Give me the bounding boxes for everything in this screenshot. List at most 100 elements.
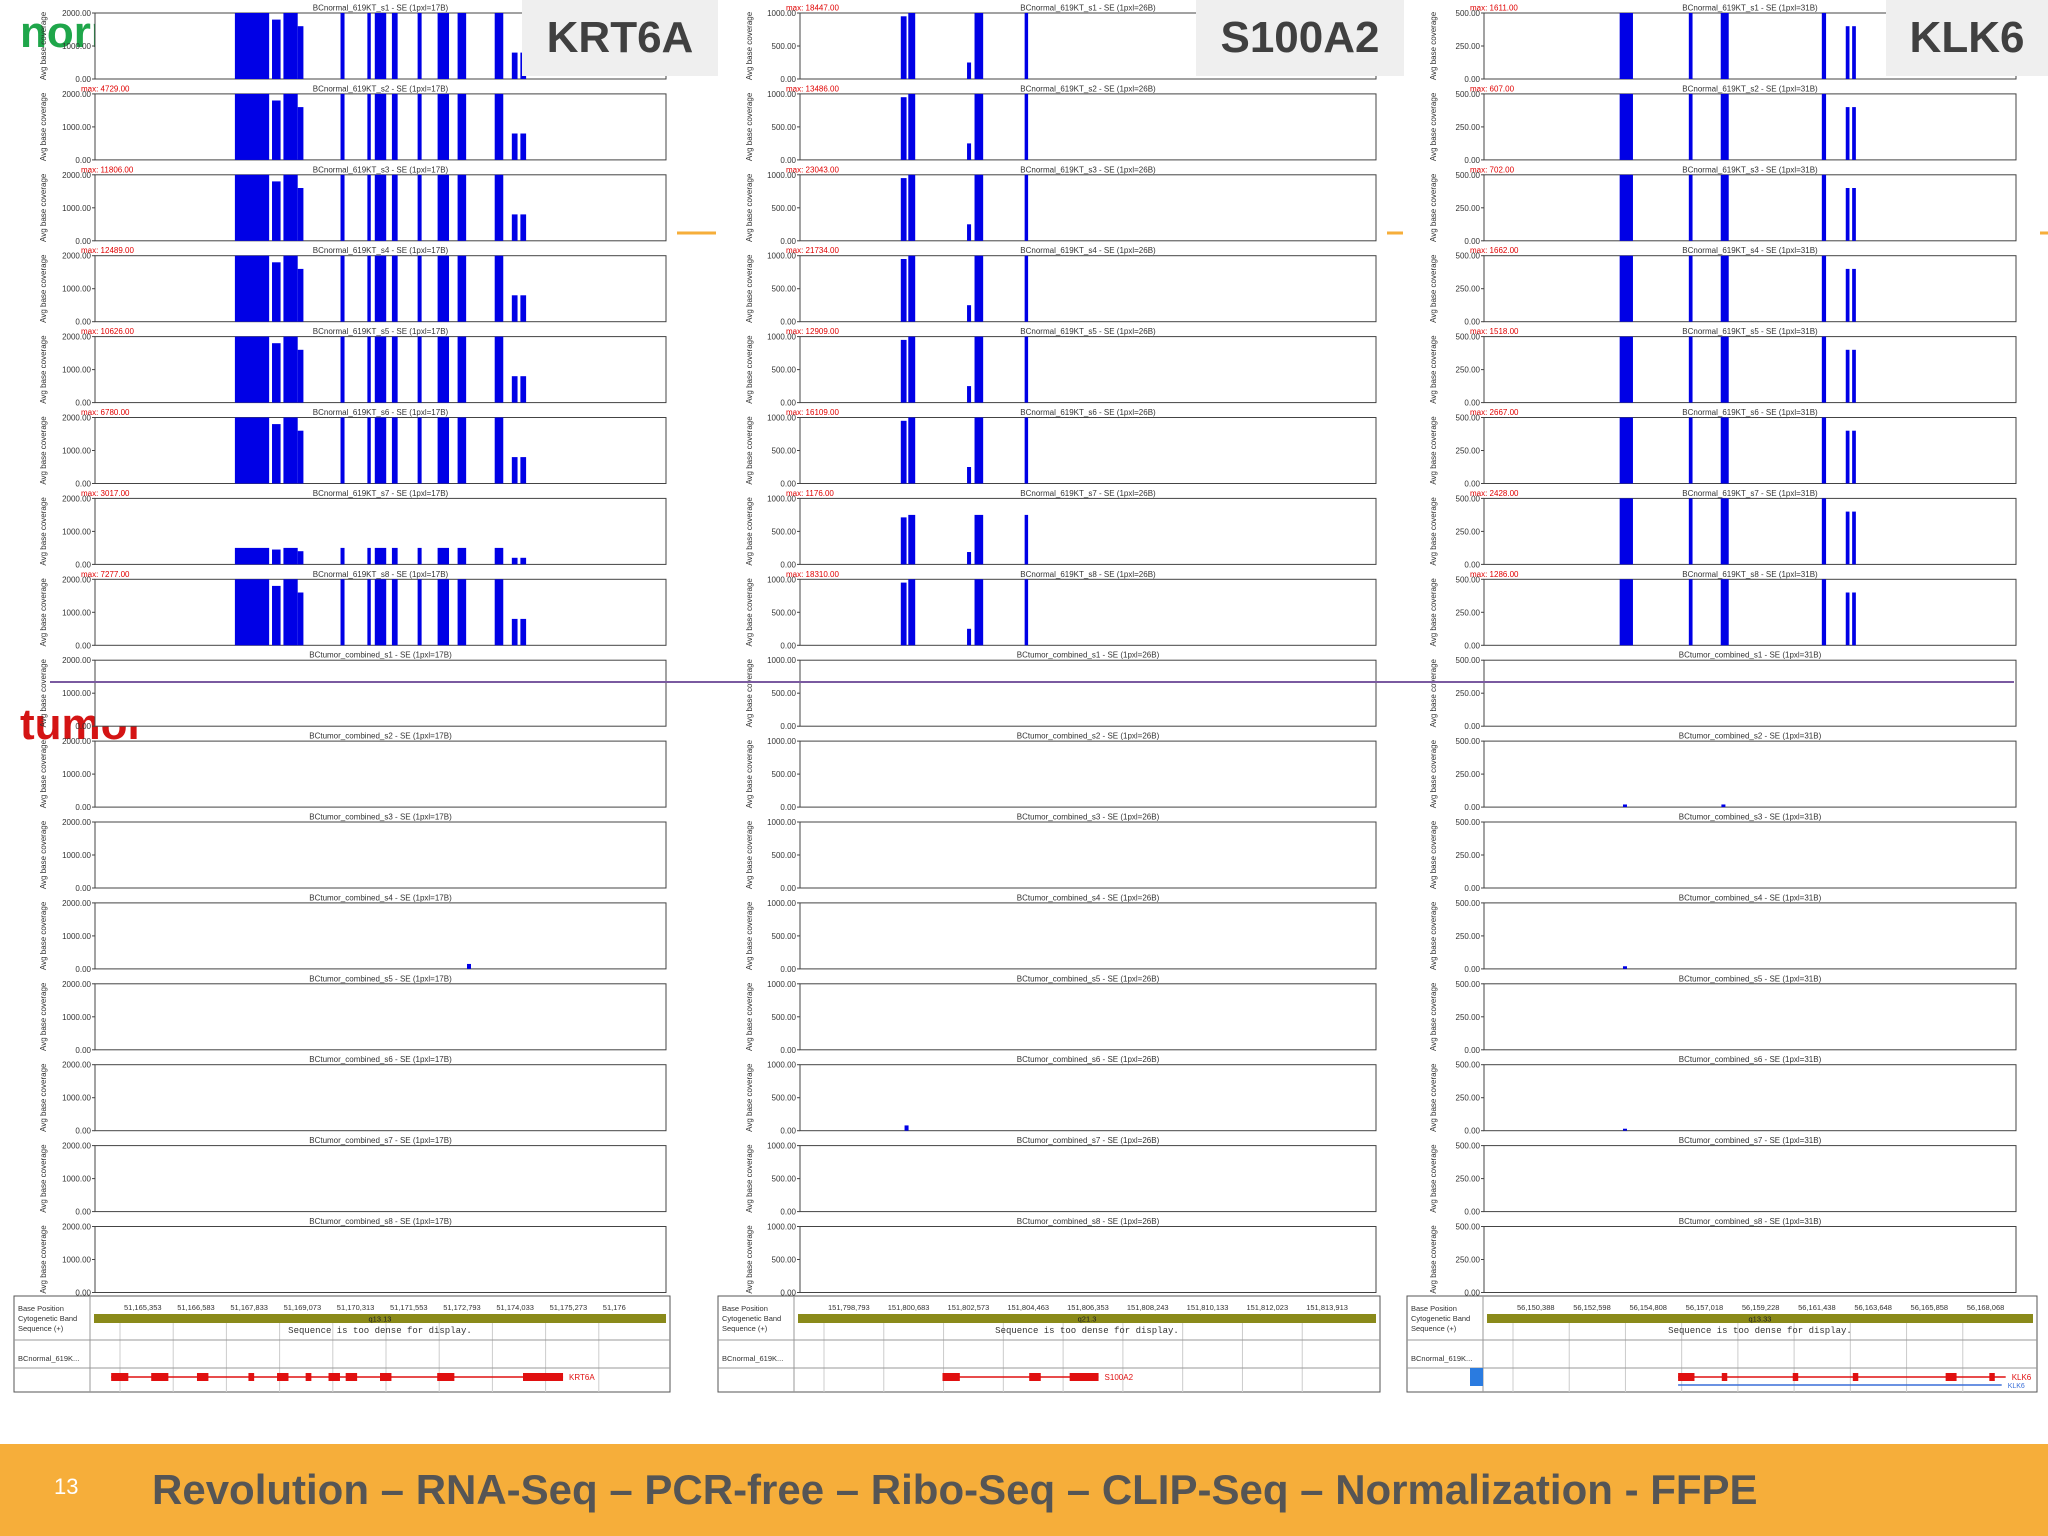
coverage-peak: [511, 133, 518, 160]
y-tick-label: 0.00: [780, 803, 796, 812]
y-tick-label: 0.00: [780, 318, 796, 327]
y-tick-label: 500.00: [772, 689, 797, 698]
track-title: BCnormal_619KT_s6 - SE (1pxl=17B): [313, 408, 449, 417]
track-frame: [1483, 497, 2017, 565]
y-tick-label: 250.00: [1456, 1256, 1481, 1265]
track-title: BCtumor_combined_s1 - SE (1pxl=26B): [1017, 651, 1160, 660]
y-tick-label: 250.00: [1456, 608, 1481, 617]
track-title: BCtumor_combined_s8 - SE (1pxl=17B): [309, 1217, 452, 1226]
track-title: BCnormal_619KT_s7 - SE (1pxl=26B): [1020, 489, 1156, 498]
sequence-message: Sequence is too dense for display.: [288, 1326, 472, 1336]
base-position-label: 51,175,273: [550, 1303, 588, 1312]
blue-track-marker: [1470, 1368, 1483, 1386]
y-axis-label: Avg base coverage: [39, 982, 48, 1051]
y-axis-label: Avg base coverage: [39, 173, 48, 242]
coverage-peak: [511, 457, 518, 484]
coverage-peak: [340, 417, 345, 484]
y-tick-label: 0.00: [1464, 1208, 1480, 1217]
track-title: BCnormal_619KT_s4 - SE (1pxl=26B): [1020, 246, 1156, 255]
coverage-peak: [1024, 514, 1029, 565]
track-title: BCnormal_619KT_s1 - SE (1pxl=26B): [1020, 4, 1156, 13]
coverage-peak: [297, 26, 304, 79]
track-title: BCtumor_combined_s6 - SE (1pxl=31B): [1679, 1055, 1822, 1064]
coverage-peak: [1720, 174, 1729, 241]
y-tick-label: 0.00: [75, 75, 91, 84]
y-tick-label: 2000.00: [62, 818, 91, 827]
coverage-peak: [1688, 417, 1693, 484]
y-tick-label: 500.00: [772, 527, 797, 536]
band-row-label: Base Position: [18, 1304, 64, 1313]
coverage-peak: [900, 178, 907, 241]
track-frame: [1483, 983, 2017, 1051]
coverage-peak: [297, 268, 304, 322]
coverage-peak: [340, 93, 345, 160]
coverage-peak: [974, 579, 984, 646]
track-title: BCnormal_619KT_s5 - SE (1pxl=26B): [1020, 327, 1156, 336]
gene-exon: [305, 1373, 312, 1381]
sequence-message: Sequence is too dense for display.: [1668, 1326, 1852, 1336]
track-max-label: max: 4729.00: [81, 84, 130, 93]
coverage-peak: [1845, 26, 1850, 79]
y-axis-label: Avg base coverage: [1429, 820, 1438, 889]
coverage-peak: [1852, 107, 1856, 160]
track-max-label: max: 13486.00: [786, 84, 839, 93]
page-number: 13: [54, 1474, 79, 1499]
coverage-peak: [367, 579, 371, 646]
coverage-peak: [367, 336, 371, 403]
y-tick-label: 2000.00: [62, 9, 91, 18]
gene-exon: [1989, 1373, 1995, 1381]
coverage-peak: [1720, 579, 1729, 646]
y-tick-label: 1000.00: [767, 1223, 796, 1232]
coverage-peak: [437, 93, 450, 160]
coverage-peak: [417, 255, 422, 322]
coverage-peak: [494, 13, 504, 79]
y-tick-label: 0.00: [75, 722, 91, 731]
track-title: BCnormal_619KT_s3 - SE (1pxl=26B): [1020, 165, 1156, 174]
coverage-peak: [457, 174, 467, 241]
y-axis-label: Avg base coverage: [745, 416, 754, 485]
coverage-peak: [272, 181, 281, 241]
y-axis-label: Avg base coverage: [745, 173, 754, 242]
coverage-peak: [494, 255, 504, 322]
track-max-label: max: 23043.00: [786, 165, 839, 174]
coverage-peak: [234, 417, 270, 484]
track-title: BCnormal_619KT_s4 - SE (1pxl=31B): [1682, 246, 1818, 255]
coverage-peak: [1619, 498, 1633, 565]
coverage-peak: [520, 133, 527, 160]
track-frame: [94, 659, 667, 727]
track-frame: [799, 821, 1377, 889]
y-axis-label: Avg base coverage: [745, 901, 754, 970]
coverage-peak: [1619, 13, 1633, 79]
coverage-peak: [297, 430, 304, 484]
coverage-peak: [1821, 579, 1827, 646]
y-tick-label: 500.00: [1456, 171, 1481, 180]
track-frame: [1483, 174, 2017, 242]
coverage-peak: [1845, 107, 1850, 160]
band-row-label: Cytogenetic Band: [722, 1314, 781, 1323]
y-axis-label: Avg base coverage: [1429, 1063, 1438, 1132]
y-tick-label: 250.00: [1456, 123, 1481, 132]
coverage-peak: [967, 386, 972, 403]
y-tick-label: 1000.00: [62, 1013, 91, 1022]
coverage-peak: [457, 417, 467, 484]
track-title: BCnormal_619KT_s2 - SE (1pxl=17B): [313, 84, 449, 93]
y-tick-label: 500.00: [1456, 575, 1481, 584]
y-axis-label: Avg base coverage: [39, 739, 48, 808]
track-frame: [94, 821, 667, 889]
y-tick-label: 1000.00: [767, 90, 796, 99]
y-tick-label: 500.00: [1456, 333, 1481, 342]
coverage-peak: [1688, 93, 1693, 160]
y-tick-label: 250.00: [1456, 770, 1481, 779]
y-tick-label: 250.00: [1456, 42, 1481, 51]
coverage-peak: [457, 93, 467, 160]
base-position-label: 56,150,388: [1517, 1303, 1555, 1312]
coverage-peak: [417, 579, 422, 646]
y-tick-label: 0.00: [1464, 480, 1480, 489]
y-tick-label: 2000.00: [62, 494, 91, 503]
y-tick-label: 500.00: [1456, 494, 1481, 503]
coverage-peak: [457, 547, 467, 565]
coverage-peak: [904, 1125, 909, 1131]
y-axis-label: Avg base coverage: [745, 658, 754, 727]
y-tick-label: 500.00: [1456, 252, 1481, 261]
coverage-peak: [900, 16, 907, 79]
